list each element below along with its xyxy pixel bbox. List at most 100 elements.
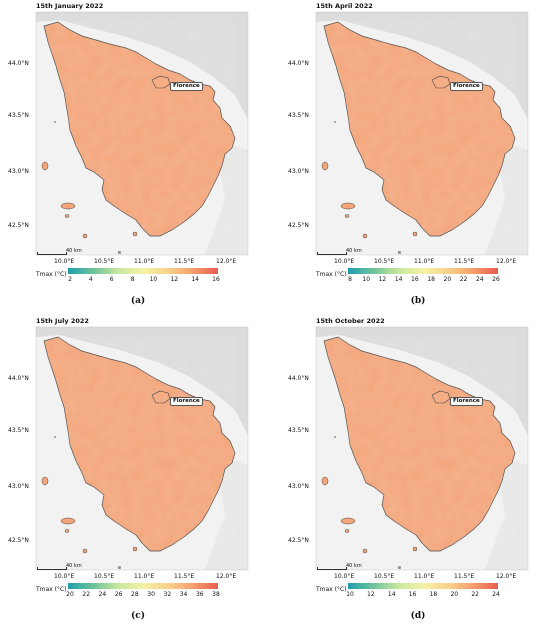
- north-arrow: e: [398, 565, 402, 571]
- relief-shading: [316, 12, 528, 120]
- lon-label-11: 11.0°E: [414, 573, 435, 580]
- lat-label-44: 44.0°N: [288, 60, 309, 67]
- lon-label-11: 11.0°E: [414, 258, 435, 265]
- lon-label-11-5: 11.5°E: [454, 258, 475, 265]
- colorbar-tick: 2: [68, 276, 72, 283]
- panel-caption: (a): [130, 296, 146, 306]
- map-panel-b: 15th April 2022 44.0°N 43.5°N 43.0°N 42.…: [288, 0, 546, 306]
- florence-label: Florence: [450, 82, 483, 91]
- lon-label-11-5: 11.5°E: [174, 573, 195, 580]
- map-panel-a: 15th January 2022 44.0°N 43.5°N 43.0°N 4…: [8, 0, 266, 306]
- lat-label-43-5: 43.5°N: [288, 112, 309, 119]
- lat-label-43-5: 43.5°N: [8, 112, 29, 119]
- colorbar: [68, 583, 218, 589]
- map-panel-c: 15th July 2022 44.0°N 43.5°N 43.0°N 42.5…: [8, 315, 266, 621]
- panel-title: 15th January 2022: [36, 2, 104, 10]
- island-elba: [60, 517, 76, 525]
- relief-shading: [316, 327, 528, 435]
- panel-caption: (c): [131, 611, 145, 621]
- island-gorgona: [41, 476, 49, 486]
- island-giglio: [362, 233, 368, 239]
- colorbar-tick: 8: [348, 276, 352, 283]
- colorbar-tick: 20: [66, 591, 74, 598]
- colorbar-tick: 22: [471, 591, 479, 598]
- florence-label: Florence: [170, 397, 203, 406]
- colorbar: [348, 268, 498, 274]
- colorbar-tick: 16: [408, 591, 417, 598]
- lat-label-42-5: 42.5°N: [8, 222, 29, 229]
- lon-label-10: 10.0°E: [54, 258, 75, 265]
- island-montecristo: [132, 231, 138, 237]
- colorbar-tick: 36: [195, 591, 204, 598]
- lat-label-43-5: 43.5°N: [288, 427, 309, 434]
- lat-label-44: 44.0°N: [8, 375, 29, 382]
- colorbar-tick: 14: [191, 276, 199, 283]
- lon-label-12: 12.0°E: [216, 573, 237, 580]
- island-pianosa: [64, 214, 70, 218]
- lon-label-10-5: 10.5°E: [374, 573, 395, 580]
- lat-label-42-5: 42.5°N: [288, 222, 309, 229]
- scale-text: 40 km: [346, 248, 362, 254]
- north-arrow: e: [118, 250, 122, 256]
- colorbar-tick: 38: [212, 591, 220, 598]
- relief-shading: [36, 12, 248, 120]
- florence-label: Florence: [170, 82, 203, 91]
- tuscany-map: [35, 326, 249, 571]
- scale-bar: 40 km: [37, 246, 87, 256]
- colorbar-tick: 18: [429, 591, 438, 598]
- lat-label-43: 43.0°N: [8, 483, 29, 490]
- colorbar-tick: 24: [98, 591, 107, 598]
- island-elba: [340, 517, 356, 525]
- panel-title: 15th April 2022: [316, 2, 373, 10]
- colorbar-tick: 24: [492, 591, 500, 598]
- colorbar-tick: 14: [387, 591, 396, 598]
- island-giglio: [82, 233, 88, 239]
- island-elba: [340, 202, 356, 210]
- tuscany-map: [315, 11, 529, 256]
- lon-label-11-5: 11.5°E: [454, 573, 475, 580]
- scale-bar: 40 km: [317, 561, 367, 571]
- colorbar-tick: 14: [394, 276, 403, 283]
- island-montecristo: [412, 231, 418, 237]
- scale-bar: 40 km: [317, 246, 367, 256]
- colorbar-tick: 22: [82, 591, 91, 598]
- colorbar-tick: 10: [149, 276, 158, 283]
- map-panel-d: 15th October 2022 44.0°N 43.5°N 43.0°N 4…: [288, 315, 546, 621]
- colorbar-tick: 8: [130, 276, 135, 283]
- island-pianosa: [344, 214, 350, 218]
- lon-label-11-5: 11.5°E: [174, 258, 195, 265]
- lon-label-11: 11.0°E: [134, 258, 155, 265]
- island-giglio: [362, 548, 368, 554]
- lat-label-42-5: 42.5°N: [288, 537, 309, 544]
- lon-label-11: 11.0°E: [134, 573, 155, 580]
- scale-text: 40 km: [346, 563, 362, 569]
- scale-text: 40 km: [66, 248, 82, 254]
- colorbar-tick: 24: [475, 276, 484, 283]
- panel-caption: (b): [410, 296, 426, 306]
- colorbar-label: Tmax (°C): [36, 271, 67, 278]
- colorbar-tick: 26: [114, 591, 123, 598]
- relief-shading: [36, 327, 248, 435]
- florence-label: Florence: [450, 397, 483, 406]
- scale-bar: 40 km: [37, 561, 87, 571]
- colorbar-tick: 34: [179, 591, 188, 598]
- panel-title: 15th July 2022: [36, 317, 89, 325]
- colorbar-tick: 12: [367, 591, 375, 598]
- colorbar-tick: 16: [411, 276, 419, 283]
- colorbar-label: Tmax (°C): [316, 586, 347, 593]
- colorbar-tick: 10: [346, 591, 354, 598]
- lat-label-44: 44.0°N: [288, 375, 309, 382]
- colorbar-label: Tmax (°C): [36, 586, 67, 593]
- island-montecristo: [132, 546, 138, 552]
- colorbar-tick: 26: [492, 276, 500, 283]
- lat-label-42-5: 42.5°N: [8, 537, 29, 544]
- island-montecristo: [412, 546, 418, 552]
- colorbar-tick: 6: [109, 276, 114, 283]
- colorbar-tick: 32: [163, 591, 172, 598]
- lon-label-10: 10.0°E: [334, 258, 355, 265]
- lon-label-12: 12.0°E: [216, 258, 237, 265]
- colorbar-tick: 12: [170, 276, 179, 283]
- lon-label-12: 12.0°E: [496, 258, 517, 265]
- lon-label-12: 12.0°E: [496, 573, 517, 580]
- lat-label-44: 44.0°N: [8, 60, 29, 67]
